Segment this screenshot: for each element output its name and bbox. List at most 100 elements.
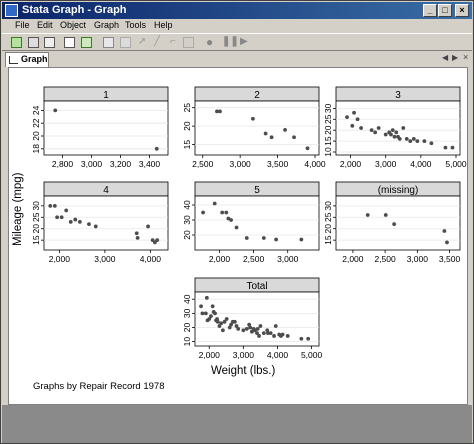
data-point: [350, 123, 355, 128]
data-point: [155, 238, 160, 243]
data-point: [219, 321, 224, 326]
data-point: [154, 146, 159, 151]
data-point: [394, 130, 399, 135]
data-point: [292, 135, 296, 140]
data-point: [285, 334, 290, 338]
menu-bar: File Edit Object Graph Tools Help: [2, 19, 472, 33]
data-point: [212, 201, 217, 206]
data-point: [234, 324, 239, 328]
tab-graph[interactable]: Graph: [5, 52, 49, 67]
pause-icon[interactable]: ❚❚: [222, 36, 239, 47]
data-point: [355, 117, 360, 122]
new-graph-icon[interactable]: [11, 37, 22, 48]
x-tick-label: 4,000: [267, 350, 289, 360]
data-point: [232, 319, 237, 324]
data-point: [392, 222, 397, 227]
maximize-button[interactable]: □: [438, 4, 452, 17]
data-point: [373, 130, 378, 135]
panel-title: 3: [395, 90, 401, 101]
x-tick-label: 5,000: [301, 350, 323, 360]
data-point: [422, 139, 427, 143]
data-point: [389, 132, 393, 137]
data-point: [201, 210, 205, 215]
panel-title: Total: [246, 281, 267, 292]
panel-plot-box: [43, 195, 169, 251]
menu-object[interactable]: Object: [60, 20, 87, 30]
x-tick-label: 4,000: [410, 159, 432, 169]
menu-file[interactable]: File: [15, 20, 30, 30]
data-point: [227, 325, 232, 330]
copy-icon[interactable]: [81, 37, 92, 48]
x-tick-label: 3,000: [277, 254, 299, 264]
minimize-button[interactable]: _: [423, 4, 437, 17]
y-tick-label: 25: [31, 212, 41, 222]
tab-scroll-left-icon[interactable]: ◀: [442, 53, 449, 62]
pointer-icon[interactable]: ➚: [138, 36, 147, 47]
data-point: [390, 128, 395, 133]
data-point: [261, 331, 266, 336]
stata-app-icon: [5, 4, 18, 17]
data-point: [210, 304, 215, 309]
data-point: [213, 311, 217, 316]
menu-edit[interactable]: Edit: [37, 20, 53, 30]
add-marker-icon[interactable]: [183, 37, 194, 48]
y-tick-label: 30: [31, 201, 41, 211]
data-point: [241, 328, 246, 333]
y-tick-label: 20: [182, 121, 192, 131]
panel-6: Total 10 20 30 40 2,000 3,000 4,000 5,000: [182, 277, 323, 360]
data-point: [203, 311, 208, 316]
data-point: [73, 217, 78, 222]
data-point: [305, 146, 310, 151]
add-line-icon[interactable]: ╱: [154, 36, 161, 47]
graph-canvas: 1 18 20 22 24 2,800 3,000 3,200 3,400 2 15 20 25 2,50…: [8, 67, 468, 405]
data-point: [274, 237, 279, 242]
x-tick-label: 2,000: [49, 254, 71, 264]
record-icon[interactable]: ●: [206, 35, 214, 49]
open-icon[interactable]: [28, 37, 39, 48]
y-tick-label: 20: [323, 224, 333, 234]
data-point: [236, 326, 241, 331]
panel-title: 5: [254, 185, 260, 196]
y-tick-label: 40: [182, 200, 192, 210]
data-point: [215, 319, 220, 324]
data-point: [299, 237, 304, 242]
data-point: [209, 314, 213, 319]
data-point: [220, 210, 225, 215]
x-tick-label: 5,000: [445, 159, 467, 169]
menu-tools[interactable]: Tools: [125, 20, 147, 30]
data-point: [263, 131, 268, 136]
print-icon[interactable]: [64, 37, 75, 48]
data-point: [146, 224, 150, 229]
tab-scroll-right-icon[interactable]: ▶: [452, 53, 459, 62]
data-point: [68, 219, 73, 224]
x-tick-label: 3,000: [407, 254, 429, 264]
add-text-icon[interactable]: ⌐: [170, 36, 176, 47]
data-point: [224, 317, 229, 321]
menu-help[interactable]: Help: [154, 20, 173, 30]
tab-close-icon[interactable]: ×: [463, 52, 469, 62]
rename-icon[interactable]: [120, 37, 131, 48]
x-tick-label: 2,000: [199, 350, 221, 360]
save-icon[interactable]: [44, 37, 55, 48]
x-tick-label: 2,500: [243, 254, 265, 264]
title-bar[interactable]: Stata Graph - Graph _ □ ×: [2, 2, 472, 19]
y-tick-label: 25: [182, 103, 192, 113]
y-tick-label: 15: [323, 136, 333, 146]
close-button[interactable]: ×: [455, 4, 469, 17]
data-point: [224, 210, 229, 215]
data-point: [442, 229, 447, 233]
y-tick-label: 18: [31, 144, 41, 154]
menu-graph[interactable]: Graph: [94, 20, 120, 30]
x-tick-label: 3,000: [230, 159, 252, 169]
data-point: [415, 139, 420, 143]
panel-title: (missing): [378, 185, 419, 196]
panel-title: 1: [103, 90, 109, 101]
play-icon[interactable]: ▶: [240, 36, 248, 47]
data-point: [272, 334, 276, 338]
data-point: [261, 236, 266, 240]
x-tick-label: 2,800: [52, 159, 74, 169]
data-point: [258, 324, 263, 328]
copy-graph-icon[interactable]: [103, 37, 114, 48]
